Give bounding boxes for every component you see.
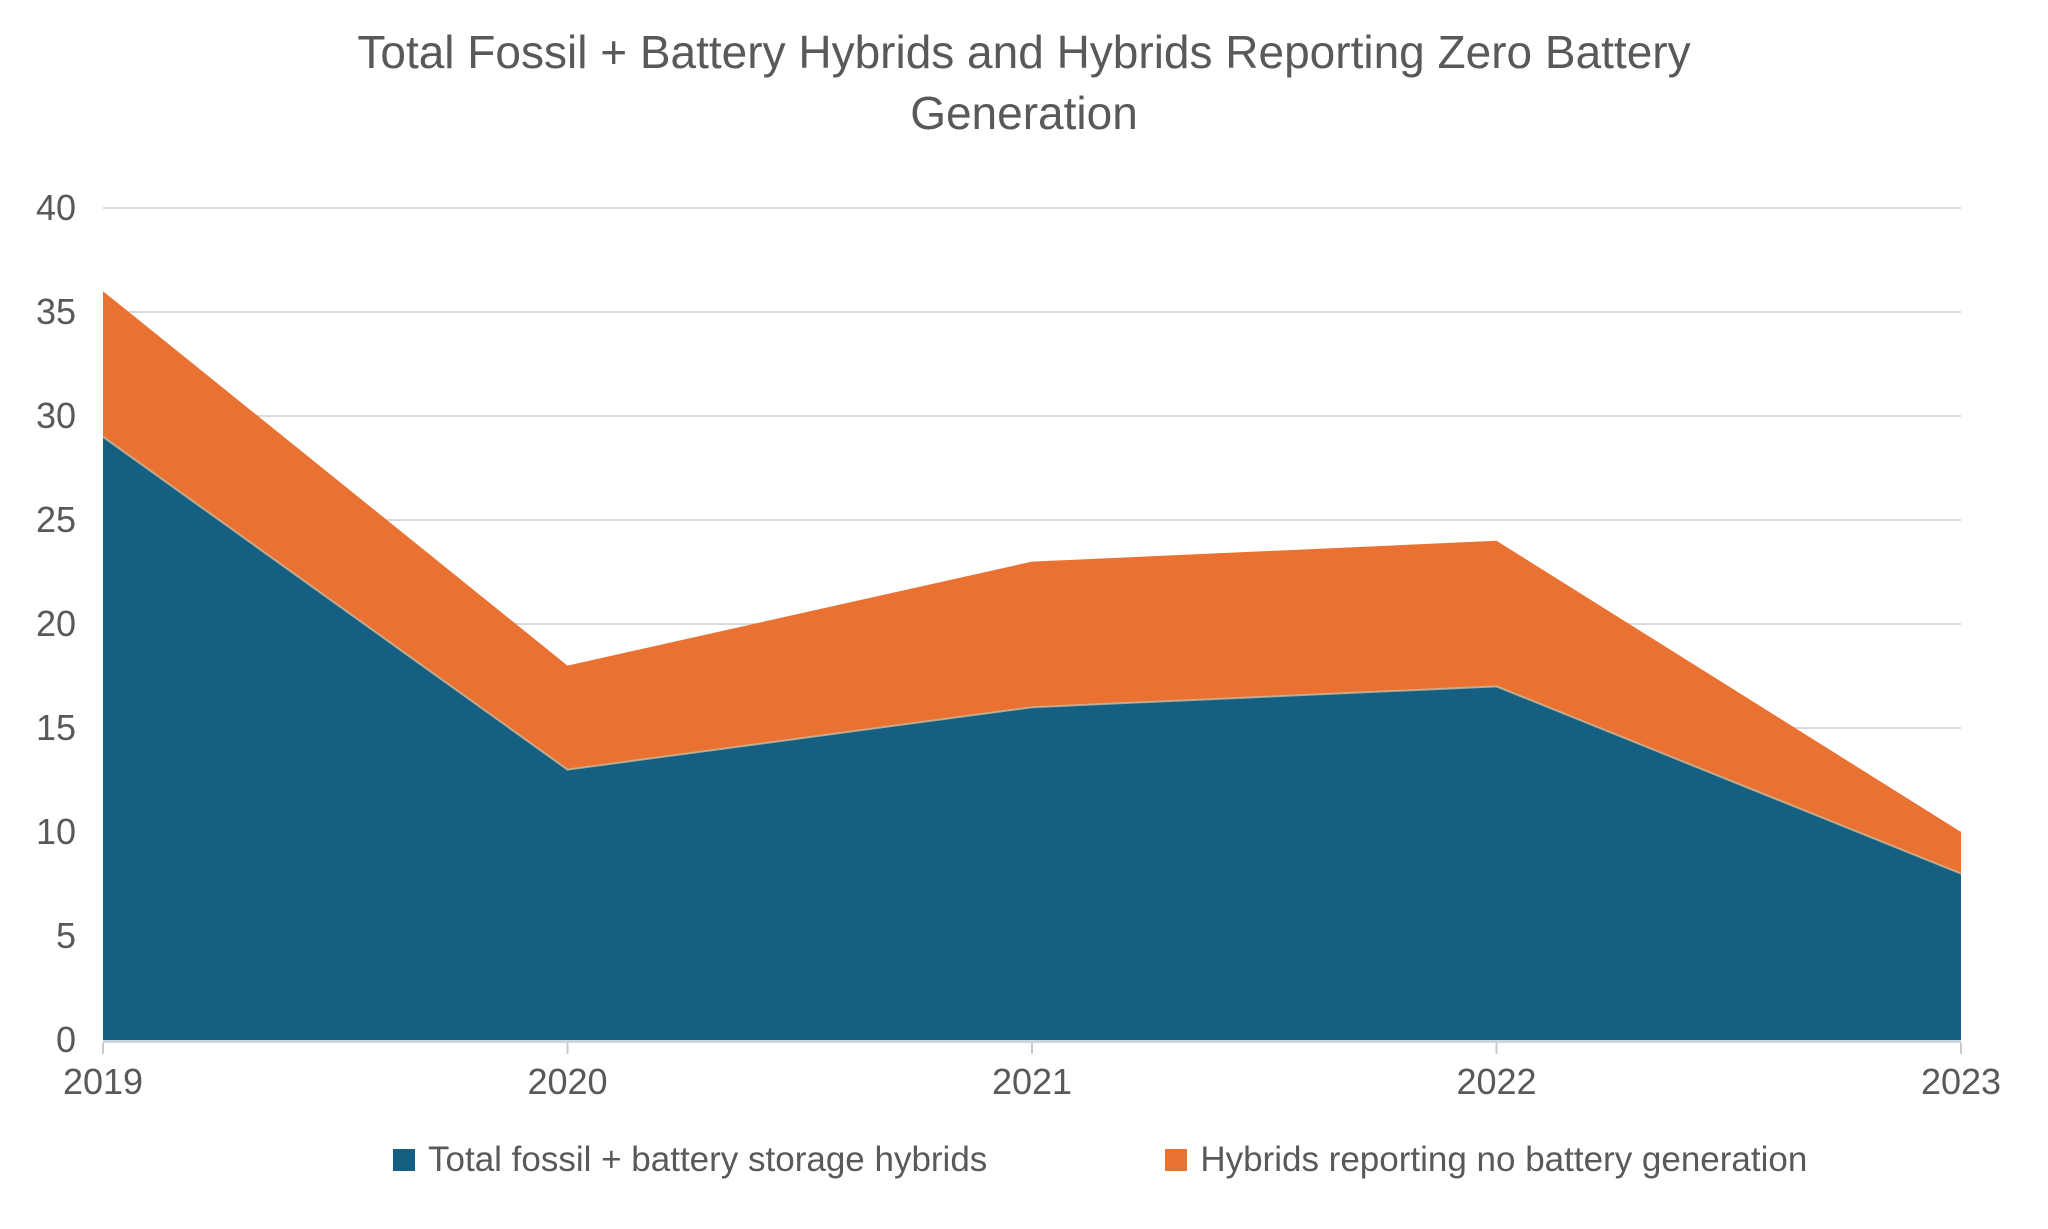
y-axis-tick-label: 20 [35,603,76,644]
y-axis-tick-label: 35 [35,291,76,332]
x-axis-tick-label: 2023 [1920,1061,2002,1102]
chart-title: Total Fossil + Battery Hybrids and Hybri… [0,22,2048,144]
y-axis-tick-label: 40 [35,187,76,228]
legend-item-no-battery-generation: Hybrids reporting no battery generation [1165,1140,1807,1180]
series-area-total-hybrids [103,436,1961,1040]
chart-title-line1: Total Fossil + Battery Hybrids and Hybri… [357,26,1691,78]
legend-label-no-battery-generation: Hybrids reporting no battery generation [1200,1140,1808,1179]
series-area-no-battery-generation [103,291,1961,874]
y-axis-tick-label: 5 [55,915,76,956]
y-axis-tick-label: 10 [35,811,76,852]
y-axis-tick-label: 0 [55,1019,76,1060]
legend-swatch-orange-icon [1165,1149,1188,1171]
y-axis-tick-label: 15 [35,707,76,748]
legend-item-total-hybrids: Total fossil + battery storage hybrids [393,1140,987,1180]
y-axis-tick-label: 30 [35,395,76,436]
legend-swatch-blue-icon [393,1149,415,1171]
x-axis-tick-label: 2020 [527,1061,608,1102]
chart-title-line2: Generation [910,87,1138,139]
y-axis-tick-label: 25 [35,499,76,540]
x-axis-tick-label: 2021 [991,1061,1073,1102]
legend-label-total-hybrids: Total fossil + battery storage hybrids [428,1140,988,1179]
legend: Total fossil + battery storage hybrids H… [393,1140,1807,1180]
series-boundary-line [102,435,1962,875]
x-axis-tick-label: 2022 [1456,1061,1537,1102]
x-axis-tick-label: 2019 [62,1061,144,1102]
